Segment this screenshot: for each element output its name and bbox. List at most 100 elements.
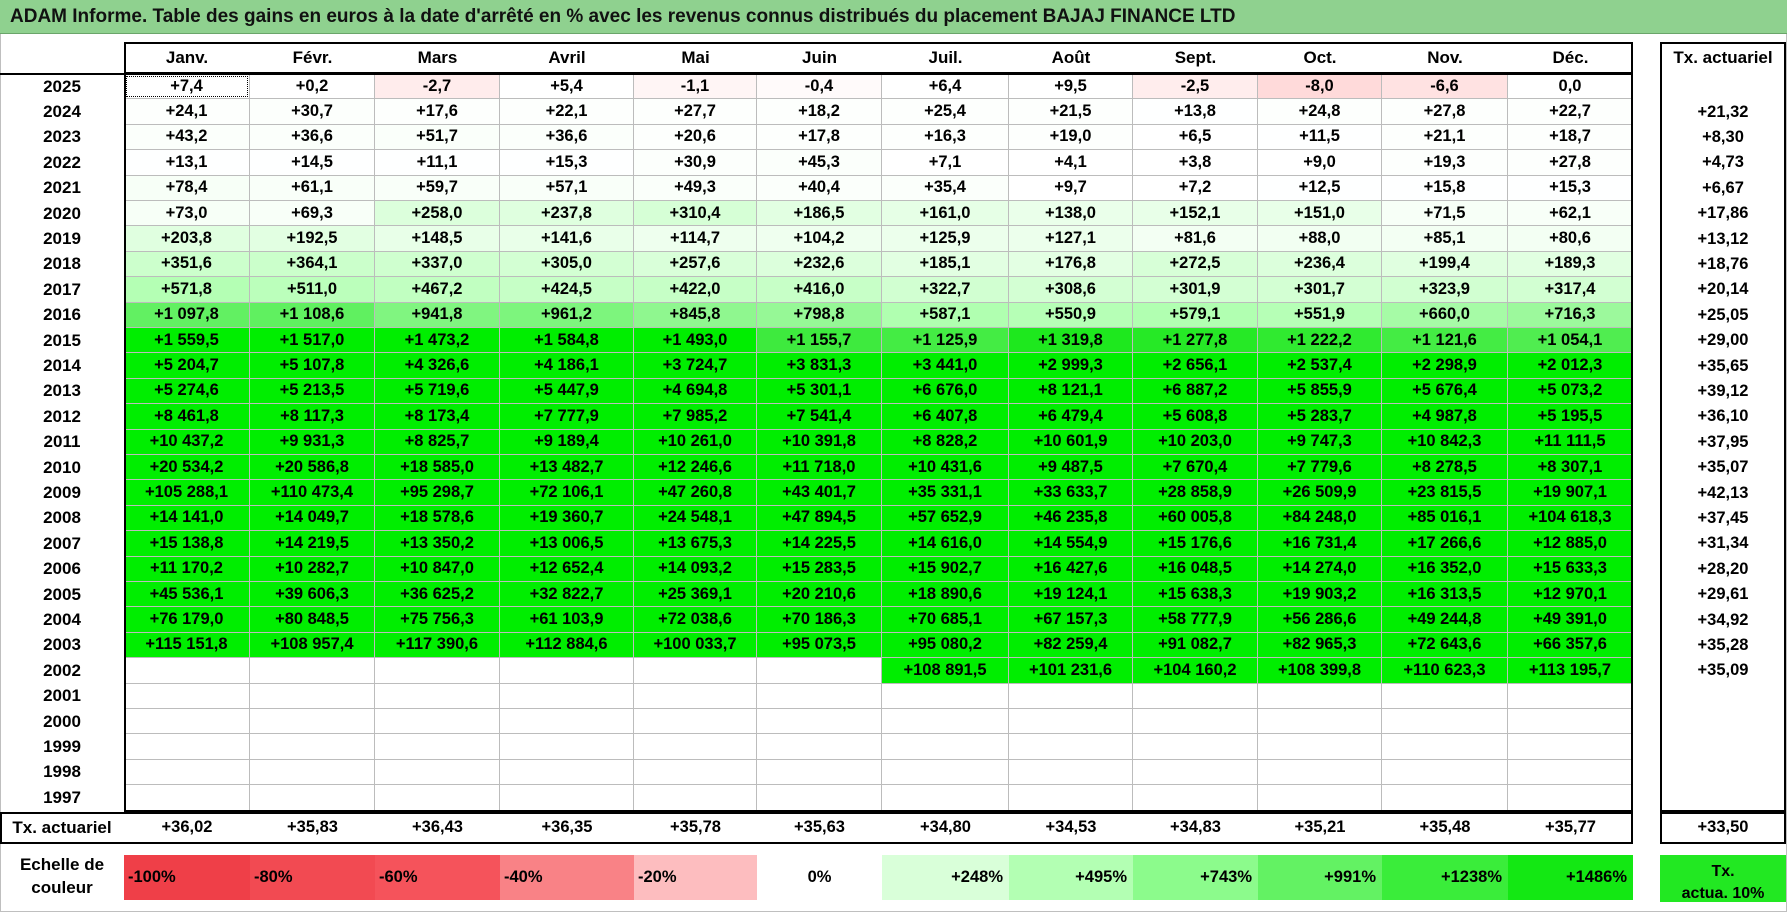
- gain-cell: +236,4: [1258, 251, 1382, 278]
- gain-cell: +100 033,7: [634, 632, 757, 659]
- gain-cell: +14 093,2: [634, 556, 757, 582]
- gain-cell: +9 931,3: [250, 429, 375, 455]
- gain-cell: +108 399,8: [1258, 658, 1382, 684]
- gain-cell: -8,0: [1258, 74, 1382, 100]
- gain-cell: +47 894,5: [757, 505, 882, 532]
- gain-cell: +10 601,9: [1009, 429, 1133, 455]
- year-label: 2000: [43, 711, 81, 731]
- gain-cell: +10 203,0: [1133, 429, 1258, 455]
- gain-cell: +26 509,9: [1258, 480, 1382, 506]
- footer-total-rate: +33,50: [1697, 818, 1749, 837]
- gain-cell: +571,8: [124, 277, 250, 303]
- gain-cell: +151,0: [1258, 201, 1382, 227]
- gain-cell: +57 652,9: [882, 505, 1009, 532]
- gain-cell: +5 608,8: [1133, 404, 1258, 430]
- gain-cell: +33 633,7: [1009, 480, 1133, 506]
- month-header: Mai: [681, 48, 710, 67]
- gain-cell: +45,3: [757, 150, 882, 176]
- month-header: Août: [1051, 48, 1091, 67]
- footer-rate: +35,63: [794, 818, 845, 837]
- tx-actuariel-value: +18,76: [1697, 254, 1749, 273]
- gain-cell: +351,6: [124, 251, 250, 278]
- tx-actuariel-value: +17,86: [1697, 204, 1749, 223]
- gain-cell: +3 831,3: [757, 353, 882, 379]
- gain-cell: +579,1: [1133, 302, 1258, 328]
- gain-cell: +317,4: [1508, 277, 1633, 303]
- gain-cell: +16 731,4: [1258, 531, 1382, 557]
- gain-cell: +5 283,7: [1258, 404, 1382, 430]
- gain-cell: +716,3: [1508, 302, 1633, 328]
- gain-cell: +115 151,8: [124, 632, 250, 659]
- gain-cell: +112 884,6: [500, 632, 634, 659]
- gain-cell: +75 756,3: [375, 607, 500, 633]
- gain-cell: +199,4: [1382, 251, 1508, 278]
- gain-cell: [1382, 734, 1508, 760]
- gain-cell: [882, 683, 1009, 709]
- gain-cell: +40,4: [757, 175, 882, 201]
- year-label: 2013: [43, 381, 81, 401]
- month-header: Déc.: [1552, 48, 1589, 67]
- gain-cell: +17,8: [757, 124, 882, 151]
- year-label: 2016: [43, 305, 81, 325]
- month-header: Juin: [802, 48, 837, 67]
- gain-cell: [1382, 683, 1508, 709]
- gain-cell: +551,9: [1258, 302, 1382, 328]
- gain-cell: +72 106,1: [500, 480, 634, 506]
- gain-cell: [500, 658, 634, 684]
- color-scale-swatch: +248%: [882, 854, 1009, 900]
- gain-cell: +2 537,4: [1258, 353, 1382, 379]
- gain-cell: +232,6: [757, 251, 882, 278]
- gain-cell: +127,1: [1009, 226, 1133, 252]
- gain-cell: [1508, 709, 1633, 735]
- gain-cell: +3 724,7: [634, 353, 757, 379]
- gain-cell: +15 638,3: [1133, 582, 1258, 608]
- month-header: Nov.: [1427, 48, 1463, 67]
- tx-actuariel-value: [1660, 684, 1786, 709]
- gain-cell: [500, 785, 634, 811]
- gain-cell: [250, 734, 375, 760]
- gain-cell: +18 578,6: [375, 505, 500, 532]
- gain-cell: [1382, 759, 1508, 786]
- gain-cell: +337,0: [375, 251, 500, 278]
- tx-actuariel-value: [1660, 74, 1786, 99]
- gain-cell: +152,1: [1133, 201, 1258, 227]
- gain-cell: [634, 658, 757, 684]
- gain-cell: +22,7: [1508, 99, 1633, 125]
- gain-cell: +1 559,5: [124, 328, 250, 354]
- gain-cell: +30,7: [250, 99, 375, 125]
- year-label: 1997: [43, 787, 81, 807]
- gain-cell: +3 441,0: [882, 353, 1009, 379]
- gain-cell: +62,1: [1508, 201, 1633, 227]
- gain-cell: [882, 734, 1009, 760]
- gain-cell: +2 656,1: [1133, 353, 1258, 379]
- gain-cell: [1009, 785, 1133, 811]
- gain-cell: +73,0: [124, 201, 250, 227]
- tx-actuariel-value: +28,20: [1697, 559, 1749, 578]
- gain-cell: 0,0: [1508, 74, 1633, 100]
- gain-cell: +7 777,9: [500, 404, 634, 430]
- tx-actuariel-value: +36,10: [1697, 407, 1749, 426]
- gain-cell: +69,3: [250, 201, 375, 227]
- gain-cell: +10 847,0: [375, 556, 500, 582]
- gain-cell: +7 779,6: [1258, 455, 1382, 481]
- gain-cell: +4 186,1: [500, 353, 634, 379]
- tx-actuariel-value: +42,13: [1697, 483, 1749, 502]
- gain-cell: +1 125,9: [882, 328, 1009, 354]
- gain-cell: +5 855,9: [1258, 378, 1382, 405]
- gain-cell: [757, 683, 882, 709]
- year-label: 2020: [43, 203, 81, 223]
- gain-cell: +15 902,7: [882, 556, 1009, 582]
- gain-cell: +203,8: [124, 226, 250, 252]
- gain-cell: +301,9: [1133, 277, 1258, 303]
- color-scale-swatch: +1486%: [1508, 854, 1633, 900]
- gain-cell: +36,6: [250, 124, 375, 151]
- gain-cell: +13 482,7: [500, 455, 634, 481]
- color-scale-swatch: 0%: [757, 854, 882, 900]
- gain-cell: +12 885,0: [1508, 531, 1633, 557]
- gain-cell: +176,8: [1009, 251, 1133, 278]
- gain-cell: +5 107,8: [250, 353, 375, 379]
- gain-cell: [1009, 683, 1133, 709]
- gain-cell: +8 173,4: [375, 404, 500, 430]
- gain-cell: +19 124,1: [1009, 582, 1133, 608]
- gain-cell: +7,2: [1133, 175, 1258, 201]
